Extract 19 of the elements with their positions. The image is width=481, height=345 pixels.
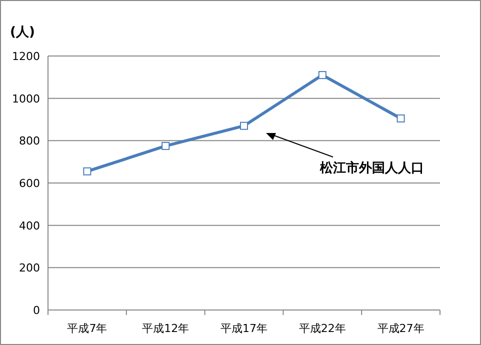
annotation: 松江市外国人人口 bbox=[319, 160, 424, 176]
x-tick-label: 平成22年 bbox=[298, 322, 346, 335]
y-tick-label: 1200 bbox=[12, 50, 40, 63]
x-tick-label: 平成17年 bbox=[220, 322, 268, 335]
y-tick-label: 0 bbox=[33, 304, 40, 317]
x-tick-label: 平成7年 bbox=[67, 322, 108, 335]
point bbox=[396, 114, 405, 122]
x-tick-label: 平成27年 bbox=[377, 322, 424, 335]
y-axis-title: (人) bbox=[10, 25, 35, 40]
y-tick-label: 600 bbox=[19, 177, 40, 190]
y-tick-label: 400 bbox=[19, 219, 40, 232]
y-tick-label: 1000 bbox=[12, 92, 40, 106]
y-tick-label: 200 bbox=[19, 262, 40, 275]
point bbox=[240, 122, 248, 130]
x-tick-label: 平成12年 bbox=[142, 322, 190, 335]
point bbox=[318, 71, 326, 80]
point bbox=[83, 167, 92, 176]
y-tick-label: 800 bbox=[19, 134, 40, 148]
point bbox=[162, 142, 170, 150]
